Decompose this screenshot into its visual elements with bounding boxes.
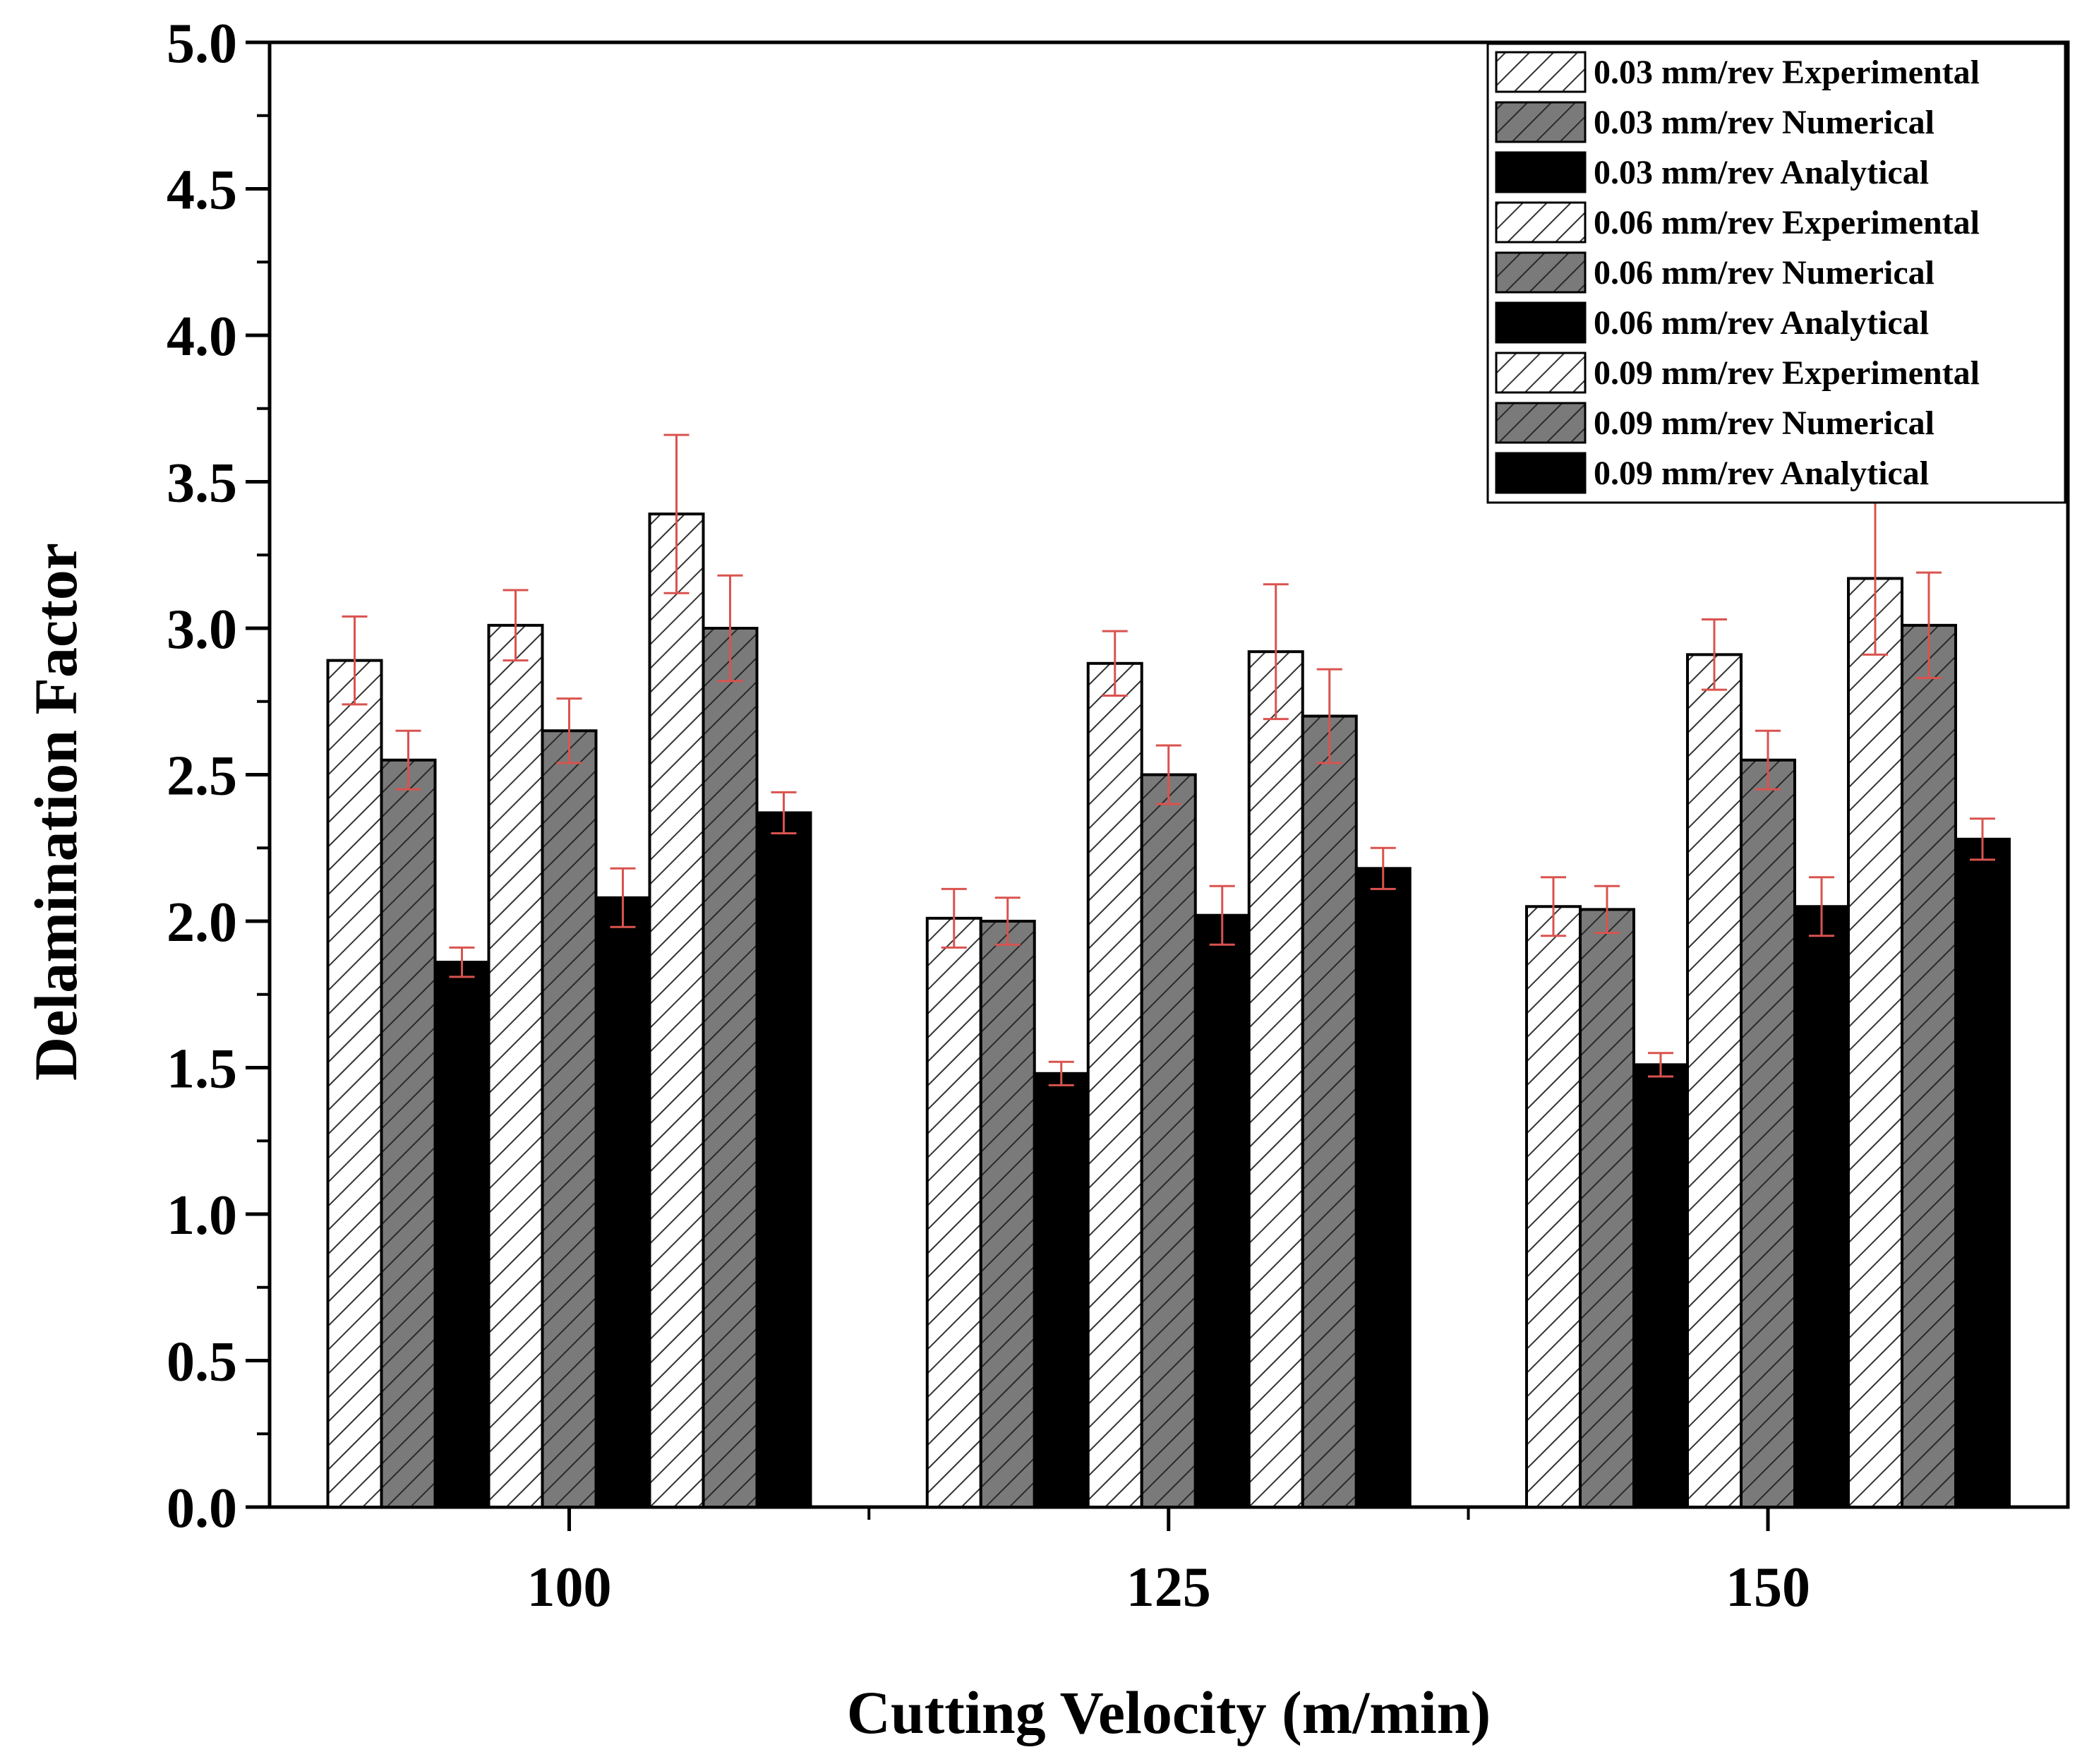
- x-tick-label: 150: [1726, 1556, 1810, 1619]
- bar: [1739, 758, 1796, 1508]
- y-tick-label: 5.0: [167, 13, 237, 75]
- legend-label: 0.06 mm/rev Experimental: [1594, 204, 1980, 241]
- x-axis-title: Cutting Velocity (m/min): [847, 1679, 1491, 1746]
- legend-swatch: [1495, 251, 1587, 294]
- y-tick-label: 1.5: [167, 1038, 237, 1100]
- bar: [1033, 1072, 1090, 1509]
- y-tick-label: 2.5: [167, 745, 237, 808]
- legend-label: 0.09 mm/rev Analytical: [1594, 455, 1929, 492]
- legend-swatch: [1495, 101, 1587, 143]
- y-tick-label: 3.5: [167, 452, 237, 515]
- bar: [1247, 650, 1304, 1509]
- legend-label: 0.06 mm/rev Numerical: [1594, 254, 1934, 292]
- bar: [1354, 867, 1412, 1509]
- x-tick-label: 125: [1126, 1556, 1211, 1619]
- bar: [979, 920, 1036, 1508]
- bar: [433, 961, 491, 1508]
- bar: [541, 729, 598, 1508]
- bar: [1578, 908, 1635, 1508]
- bar: [1193, 913, 1251, 1508]
- y-tick-label: 0.0: [167, 1477, 237, 1540]
- bar: [1793, 905, 1850, 1508]
- legend-swatch: [1495, 51, 1587, 93]
- bar: [1632, 1063, 1689, 1508]
- bar: [1301, 714, 1358, 1508]
- bar: [487, 623, 544, 1508]
- y-tick-label: 0.5: [167, 1331, 237, 1393]
- y-tick-label: 1.0: [167, 1184, 237, 1247]
- bar: [1685, 653, 1743, 1508]
- y-axis-title: Delamination Factor: [22, 543, 90, 1081]
- legend-swatch: [1495, 201, 1587, 244]
- legend-label: 0.09 mm/rev Numerical: [1594, 404, 1934, 442]
- bar: [1954, 837, 2011, 1509]
- bar: [380, 758, 437, 1508]
- legend-label: 0.03 mm/rev Analytical: [1594, 154, 1929, 191]
- bar: [755, 811, 812, 1508]
- bar: [1900, 623, 1957, 1508]
- y-axis: 0.0 0.5 1.0 1.5 2.0 2.5 3.0 3.5 4.0 4.5 5.0: [167, 13, 270, 1540]
- bar: [1140, 773, 1197, 1508]
- error-bars-group: [342, 433, 1995, 1086]
- legend-label: 0.03 mm/rev Numerical: [1594, 104, 1934, 141]
- y-tick-label: 2.0: [167, 892, 237, 954]
- bar: [1524, 905, 1582, 1508]
- y-tick-label: 4.0: [167, 306, 237, 368]
- bar: [925, 916, 982, 1508]
- legend-swatch: [1495, 452, 1587, 494]
- bar: [702, 627, 759, 1508]
- bar: [1846, 577, 1903, 1509]
- legend-swatch: [1495, 402, 1587, 444]
- legend-label: 0.09 mm/rev Experimental: [1594, 354, 1980, 392]
- bar: [326, 659, 383, 1508]
- bar: [594, 896, 651, 1509]
- x-tick-label: 100: [526, 1556, 611, 1619]
- legend-swatch: [1495, 151, 1587, 193]
- x-axis: 100 125 150: [526, 1507, 1810, 1619]
- bar: [1086, 661, 1143, 1508]
- legend-label: 0.06 mm/rev Analytical: [1594, 304, 1929, 342]
- legend-swatch: [1495, 301, 1587, 344]
- y-tick-label: 3.0: [167, 599, 237, 661]
- legend-swatch: [1495, 352, 1587, 394]
- legend-label: 0.03 mm/rev Experimental: [1594, 54, 1980, 91]
- bar: [648, 512, 705, 1508]
- y-tick-label: 4.5: [167, 160, 237, 222]
- bars-group: [326, 512, 2011, 1509]
- legend: 0.03 mm/rev Experimental 0.03 mm/rev Nume…: [1486, 42, 2066, 504]
